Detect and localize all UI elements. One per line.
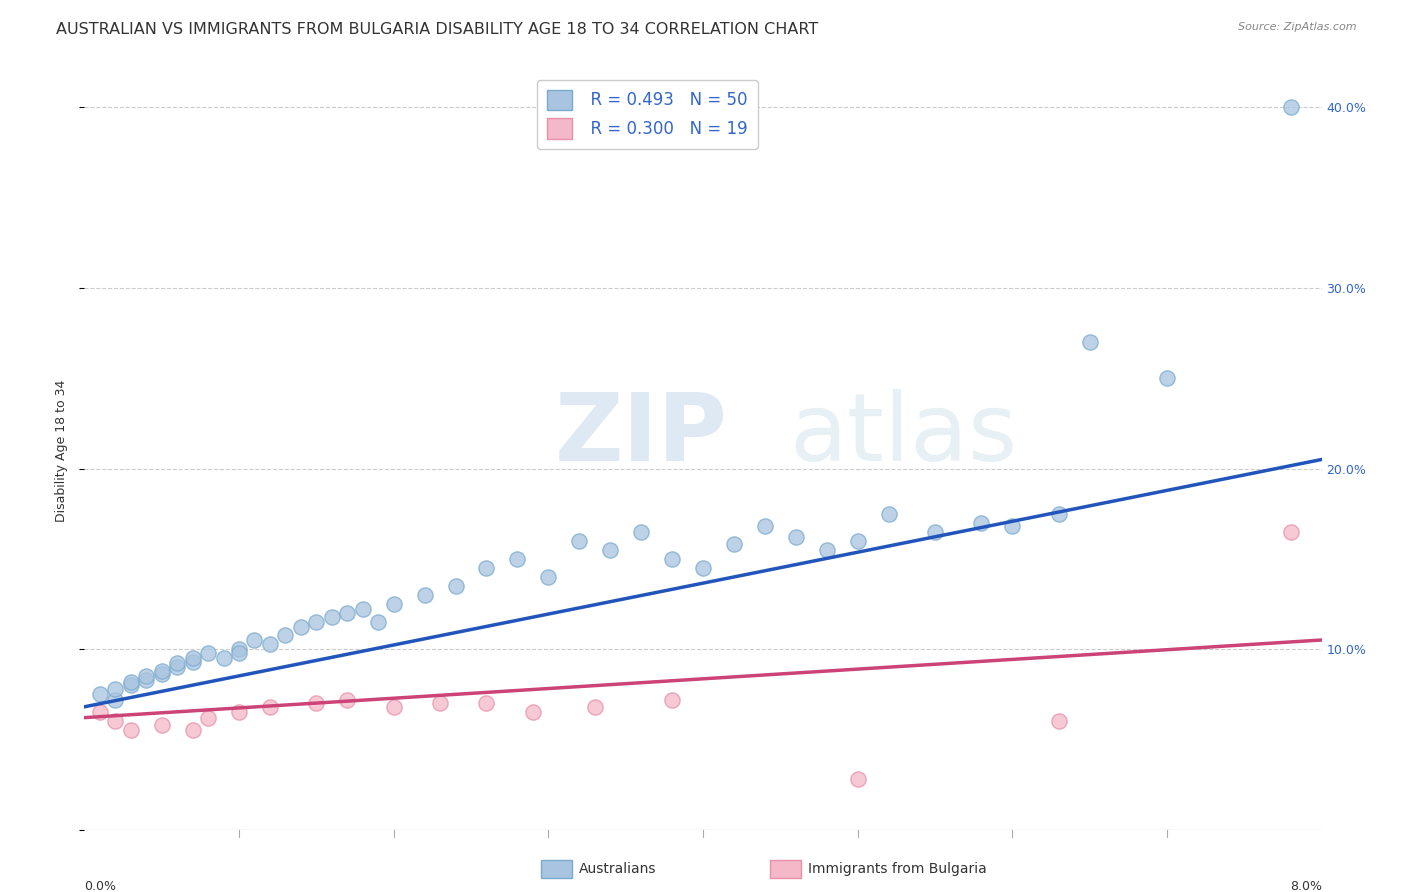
Point [1156, 371, 1178, 385]
Point [212, 651, 235, 665]
Text: AUSTRALIAN VS IMMIGRANTS FROM BULGARIA DISABILITY AGE 18 TO 34 CORRELATION CHART: AUSTRALIAN VS IMMIGRANTS FROM BULGARIA D… [56, 22, 818, 37]
Point [506, 551, 529, 566]
Point [630, 524, 652, 539]
Point [259, 699, 281, 714]
Point [305, 615, 328, 629]
Point [877, 507, 900, 521]
Point [166, 660, 188, 674]
Point [1001, 519, 1024, 533]
Point [104, 714, 127, 729]
Point [228, 705, 250, 719]
Point [197, 711, 219, 725]
Point [150, 667, 173, 681]
Point [274, 627, 297, 641]
Point [336, 606, 359, 620]
Point [846, 533, 869, 548]
Point [382, 699, 405, 714]
Point [382, 597, 405, 611]
Point [228, 642, 250, 657]
Point [815, 542, 838, 557]
Point [321, 609, 343, 624]
Point [583, 699, 606, 714]
Point [413, 588, 436, 602]
Point [444, 579, 467, 593]
Point [692, 561, 714, 575]
Point [1279, 524, 1302, 539]
Text: atlas: atlas [790, 389, 1018, 482]
Point [120, 723, 142, 738]
Point [135, 669, 157, 683]
Point [259, 637, 281, 651]
Point [429, 696, 451, 710]
Point [475, 696, 498, 710]
Point [104, 681, 127, 696]
Point [661, 692, 683, 706]
Point [228, 646, 250, 660]
Point [89, 705, 111, 719]
Point [181, 655, 204, 669]
Point [336, 692, 359, 706]
Point [89, 687, 111, 701]
Point [305, 696, 328, 710]
Point [290, 620, 312, 634]
Point [104, 692, 127, 706]
Point [1078, 335, 1101, 350]
Text: 0.0%: 0.0% [84, 880, 117, 892]
Point [367, 615, 389, 629]
Point [166, 657, 188, 671]
Point [1279, 100, 1302, 114]
Text: Immigrants from Bulgaria: Immigrants from Bulgaria [808, 862, 987, 876]
Point [846, 772, 869, 786]
Point [522, 705, 544, 719]
Text: Australians: Australians [579, 862, 657, 876]
Point [785, 530, 807, 544]
Point [352, 602, 374, 616]
Legend:   R = 0.493   N = 50,   R = 0.300   N = 19: R = 0.493 N = 50, R = 0.300 N = 19 [537, 79, 758, 149]
Point [661, 551, 683, 566]
Point [537, 570, 560, 584]
Point [1047, 714, 1070, 729]
Point [181, 651, 204, 665]
Point [599, 542, 621, 557]
Point [150, 664, 173, 678]
Point [568, 533, 591, 548]
Text: 8.0%: 8.0% [1289, 880, 1322, 892]
Point [243, 633, 266, 648]
Point [197, 646, 219, 660]
Point [120, 678, 142, 692]
Point [1047, 507, 1070, 521]
Point [754, 519, 776, 533]
Text: ZIP: ZIP [554, 389, 727, 482]
Y-axis label: Disability Age 18 to 34: Disability Age 18 to 34 [55, 379, 67, 522]
Point [150, 718, 173, 732]
Text: Source: ZipAtlas.com: Source: ZipAtlas.com [1239, 22, 1357, 32]
Point [475, 561, 498, 575]
Point [924, 524, 946, 539]
Point [723, 537, 745, 551]
Point [181, 723, 204, 738]
Point [970, 516, 993, 530]
Point [135, 673, 157, 687]
Point [120, 674, 142, 689]
